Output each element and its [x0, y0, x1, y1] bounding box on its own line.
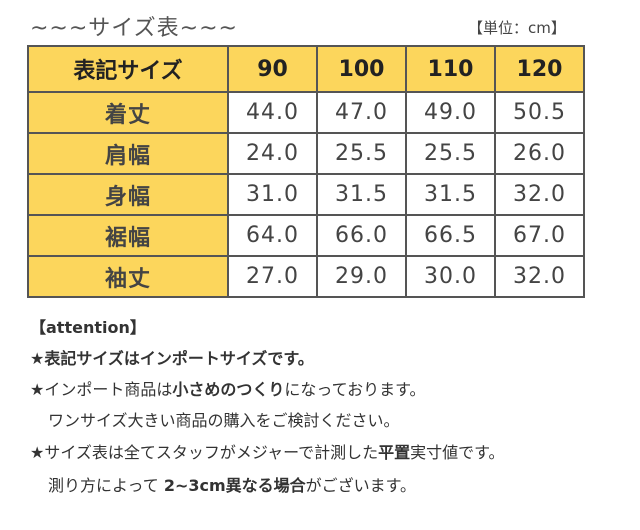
note-text: がございます。: [305, 476, 417, 495]
cell: 66.5: [405, 214, 496, 257]
note-text: ★サイズ表は全てスタッフがメジャーで計測した: [30, 443, 379, 462]
row-label: 肩幅: [27, 132, 229, 175]
cell: 44.0: [227, 91, 318, 134]
size-table: 表記サイズ 90 100 110 120 着丈 44.0 47.0 49.0 50.5 肩幅 24.0…: [27, 45, 585, 298]
cell: 67.0: [494, 214, 585, 257]
column-header: 表記サイズ: [27, 45, 229, 93]
cell: 25.5: [316, 132, 407, 175]
note-text: ワンサイズ大きい商品の購入をご検討ください。: [48, 411, 400, 430]
cell: 30.0: [405, 255, 496, 298]
row-label: 身幅: [27, 173, 229, 216]
note-emphasis: 2~3cm異なる場合: [163, 476, 306, 495]
column-header: 110: [405, 45, 496, 93]
cell: 66.0: [316, 214, 407, 257]
note-text: ★インポート商品は: [30, 380, 173, 399]
header-row: 表記サイズ 90 100 110 120: [27, 45, 585, 93]
note-line: ★サイズ表は全てスタッフがメジャーで計測した平置実寸値です。: [30, 436, 505, 470]
cell: 32.0: [494, 173, 585, 216]
note-line: ★インポート商品は小さめのつくりになっております。: [30, 374, 505, 405]
row-label: 袖丈: [27, 255, 229, 298]
unit: 【単位：cm】: [468, 19, 566, 37]
cell: 31.5: [316, 173, 407, 216]
column-header: 90: [227, 45, 318, 93]
cell: 31.0: [227, 173, 318, 216]
cell: 25.5: [405, 132, 496, 175]
note-text: 実寸値です。: [410, 443, 505, 462]
row-label: 着丈: [27, 91, 229, 134]
note-text: ★表記サイズはインポートサイズです。: [30, 349, 314, 368]
note-line: ワンサイズ大きい商品の購入をご検討ください。: [30, 405, 505, 436]
note-text: になっております。: [284, 380, 426, 399]
cell: 29.0: [316, 255, 407, 298]
table-row: 肩幅 24.0 25.5 25.5 26.0: [27, 132, 585, 175]
table-row: 身幅 31.0 31.5 31.5 32.0: [27, 173, 585, 216]
cell: 27.0: [227, 255, 318, 298]
cell: 32.0: [494, 255, 585, 298]
note-emphasis: 平置: [378, 443, 411, 462]
cell: 47.0: [316, 91, 407, 134]
cell: 26.0: [494, 132, 585, 175]
note-text: 測り方によって: [48, 476, 164, 495]
table-row: 裾幅 64.0 66.0 66.5 67.0: [27, 214, 585, 257]
column-header: 120: [494, 45, 585, 93]
cell: 64.0: [227, 214, 318, 257]
title: ~~~サイズ表~~~: [30, 16, 238, 41]
column-header: 100: [316, 45, 407, 93]
cell: 49.0: [405, 91, 496, 134]
note-line: ★表記サイズはインポートサイズです。: [30, 343, 505, 374]
notes: 【attention】 ★表記サイズはインポートサイズです。 ★インポート商品は…: [30, 312, 505, 501]
cell: 31.5: [405, 173, 496, 216]
row-label: 裾幅: [27, 214, 229, 257]
note-line: 測り方によって 2~3cm異なる場合がございます。: [30, 470, 505, 501]
table-row: 袖丈 27.0 29.0 30.0 32.0: [27, 255, 585, 298]
note-emphasis: 小さめのつくり: [172, 380, 285, 399]
notes-heading: 【attention】: [30, 318, 146, 337]
cell: 50.5: [494, 91, 585, 134]
table-row: 着丈 44.0 47.0 49.0 50.5: [27, 91, 585, 134]
cell: 24.0: [227, 132, 318, 175]
